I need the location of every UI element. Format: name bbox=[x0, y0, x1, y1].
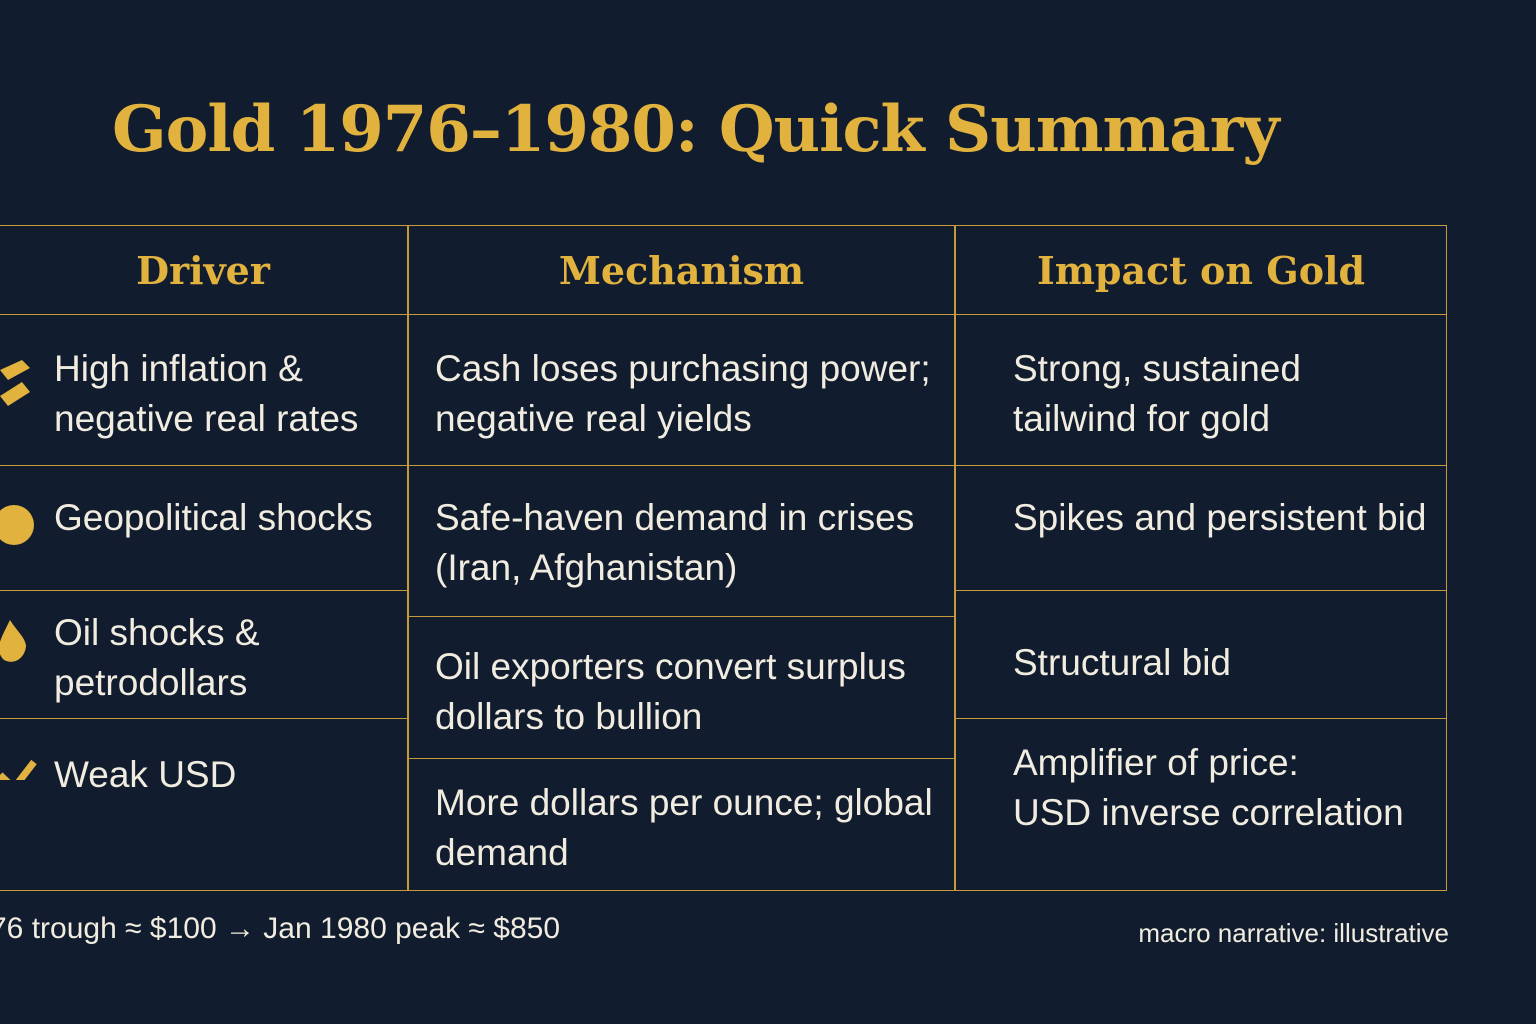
cell-text: tailwind for gold bbox=[1013, 398, 1271, 439]
cell-text: demand bbox=[435, 832, 569, 873]
driver-icons bbox=[0, 360, 37, 780]
footer-note: 76 trough ≈ $100 → Jan 1980 peak ≈ $850 bbox=[0, 912, 561, 945]
cell-text: Oil shocks & bbox=[54, 612, 260, 653]
cell-text: dollars to bullion bbox=[435, 696, 703, 737]
cell-text: Cash loses purchasing power; bbox=[435, 348, 931, 389]
cell-text: Oil exporters convert surplus bbox=[435, 646, 906, 687]
cell-text: Structural bid bbox=[1013, 642, 1231, 683]
cell-text: Amplifier of price: bbox=[1013, 742, 1299, 783]
title: Gold 1976–1980: Quick Summary bbox=[112, 92, 1280, 167]
cell-text: USD inverse correlation bbox=[1013, 792, 1404, 833]
cell-text: Strong, sustained bbox=[1013, 348, 1301, 389]
column-header: Driver bbox=[0, 225, 408, 315]
table-cell bbox=[955, 718, 1447, 891]
cell-text: Weak USD bbox=[54, 754, 237, 795]
footer-caption: macro narrative: illustrative bbox=[1138, 918, 1449, 948]
column-header: Impact on Gold bbox=[955, 225, 1447, 315]
table-cell bbox=[408, 758, 955, 891]
cell-text: negative real yields bbox=[435, 398, 752, 439]
cell-text: High inflation & bbox=[54, 348, 303, 389]
table-cell bbox=[0, 718, 408, 891]
cell-text: Spikes and persistent bid bbox=[1013, 497, 1427, 538]
cell-text: (Iran, Afghanistan) bbox=[435, 547, 738, 588]
cell-text: negative real rates bbox=[54, 398, 359, 439]
column-header: Mechanism bbox=[408, 225, 955, 315]
cell-text: petrodollars bbox=[54, 662, 248, 703]
cell-text: Geopolitical shocks bbox=[54, 497, 373, 538]
cell-text: More dollars per ounce; global bbox=[435, 782, 933, 823]
cell-text: Safe-haven demand in crises bbox=[435, 497, 915, 538]
